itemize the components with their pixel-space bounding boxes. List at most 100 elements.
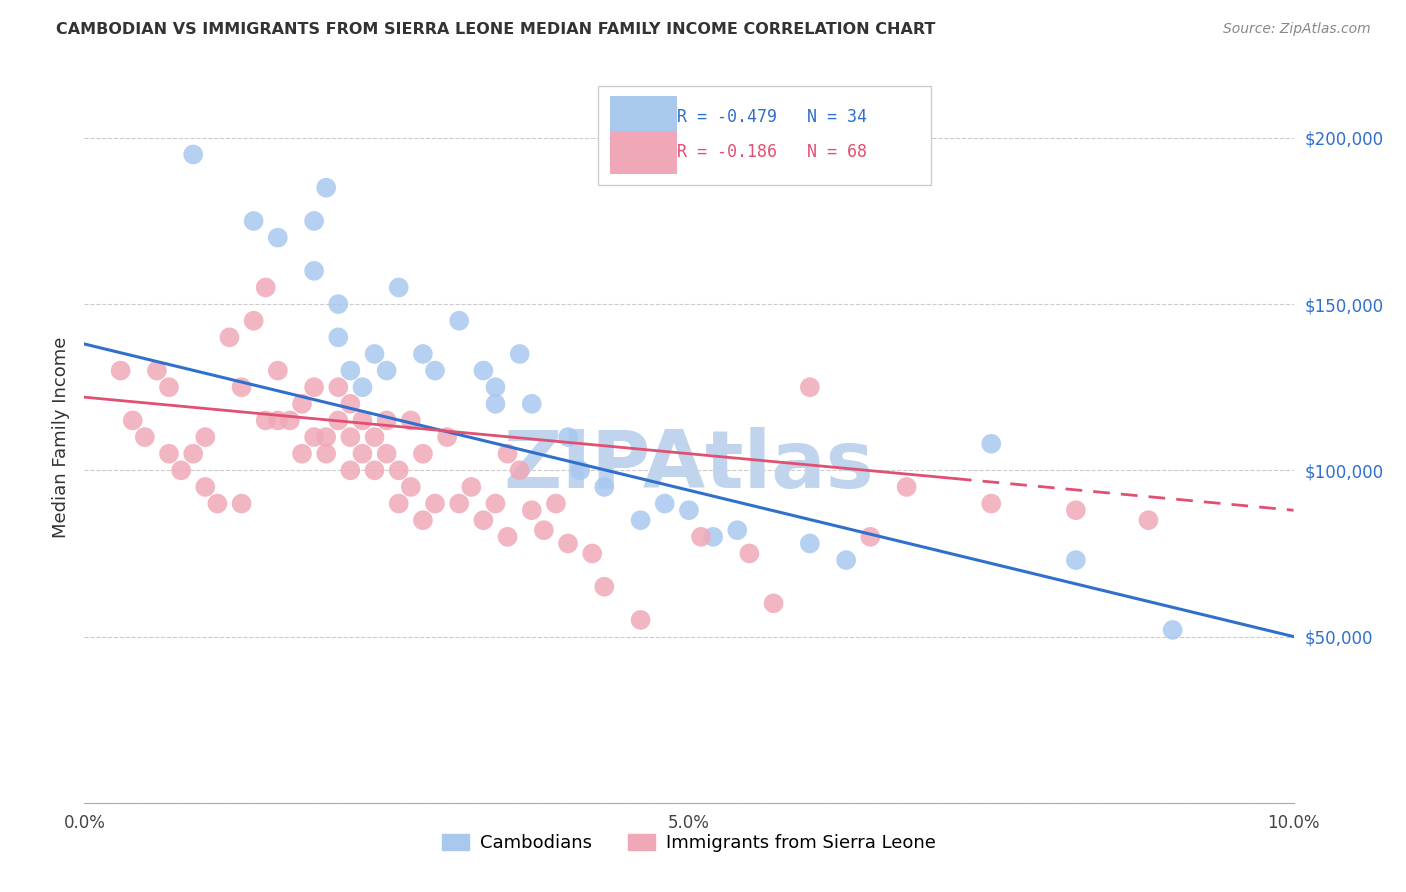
Point [328, 297, 350, 311]
Point [218, 330, 240, 344]
Point [654, 497, 676, 511]
Point [328, 330, 350, 344]
Point [315, 430, 337, 444]
Point [339, 363, 361, 377]
Point [231, 380, 253, 394]
Point [388, 280, 411, 294]
Point [557, 536, 579, 550]
Point [388, 497, 411, 511]
Text: ZIPAtlas: ZIPAtlas [503, 427, 875, 506]
Point [242, 214, 264, 228]
Point [207, 497, 229, 511]
Point [423, 497, 446, 511]
Point [181, 447, 204, 461]
Point [302, 430, 325, 444]
Point [254, 413, 277, 427]
Point [267, 363, 290, 377]
Point [157, 447, 180, 461]
FancyBboxPatch shape [610, 96, 676, 138]
Point [352, 447, 374, 461]
Text: R = -0.479   N = 34: R = -0.479 N = 34 [676, 109, 868, 127]
Point [363, 347, 385, 361]
Point [146, 363, 169, 377]
Point [520, 503, 543, 517]
FancyBboxPatch shape [610, 131, 676, 174]
Point [980, 436, 1002, 450]
Point [254, 280, 277, 294]
Point [399, 480, 422, 494]
Point [520, 397, 543, 411]
Point [194, 480, 217, 494]
Point [170, 463, 193, 477]
Point [339, 397, 361, 411]
Point [509, 463, 531, 477]
Point [436, 430, 458, 444]
Point [110, 363, 132, 377]
Point [278, 413, 301, 427]
Point [352, 380, 374, 394]
Point [1064, 553, 1087, 567]
Point [472, 363, 495, 377]
Point [412, 447, 434, 461]
Legend: Cambodians, Immigrants from Sierra Leone: Cambodians, Immigrants from Sierra Leone [434, 827, 943, 860]
Point [157, 380, 180, 394]
Point [569, 463, 592, 477]
Y-axis label: Median Family Income: Median Family Income [52, 336, 70, 538]
Point [484, 497, 506, 511]
Point [799, 380, 821, 394]
Point [339, 463, 361, 477]
Point [762, 596, 785, 610]
Point [363, 463, 385, 477]
Point [375, 363, 398, 377]
Point [980, 497, 1002, 511]
Point [121, 413, 143, 427]
Point [423, 363, 446, 377]
Point [509, 347, 531, 361]
Point [593, 580, 616, 594]
Point [181, 147, 204, 161]
Point [630, 613, 652, 627]
Point [267, 413, 290, 427]
Point [339, 430, 361, 444]
Point [302, 380, 325, 394]
Point [725, 523, 748, 537]
Point [1064, 503, 1087, 517]
Point [449, 497, 471, 511]
Point [496, 447, 519, 461]
Point [302, 214, 325, 228]
Point [460, 480, 482, 494]
Point [702, 530, 724, 544]
Text: Source: ZipAtlas.com: Source: ZipAtlas.com [1223, 22, 1371, 37]
Point [363, 430, 385, 444]
Point [291, 447, 314, 461]
Point [738, 546, 761, 560]
Point [194, 430, 217, 444]
Point [544, 497, 567, 511]
Point [267, 230, 290, 244]
FancyBboxPatch shape [599, 86, 931, 185]
Point [1137, 513, 1160, 527]
Point [231, 497, 253, 511]
Point [328, 380, 350, 394]
Point [412, 347, 434, 361]
Point [484, 397, 506, 411]
Point [352, 413, 374, 427]
Text: R = -0.186   N = 68: R = -0.186 N = 68 [676, 143, 868, 161]
Text: CAMBODIAN VS IMMIGRANTS FROM SIERRA LEONE MEDIAN FAMILY INCOME CORRELATION CHART: CAMBODIAN VS IMMIGRANTS FROM SIERRA LEON… [56, 22, 935, 37]
Point [472, 513, 495, 527]
Point [315, 447, 337, 461]
Point [134, 430, 156, 444]
Point [484, 380, 506, 394]
Point [328, 413, 350, 427]
Point [449, 314, 471, 328]
Point [896, 480, 918, 494]
Point [557, 430, 579, 444]
Point [496, 530, 519, 544]
Point [593, 480, 616, 494]
Point [388, 463, 411, 477]
Point [412, 513, 434, 527]
Point [375, 413, 398, 427]
Point [835, 553, 858, 567]
Point [291, 397, 314, 411]
Point [399, 413, 422, 427]
